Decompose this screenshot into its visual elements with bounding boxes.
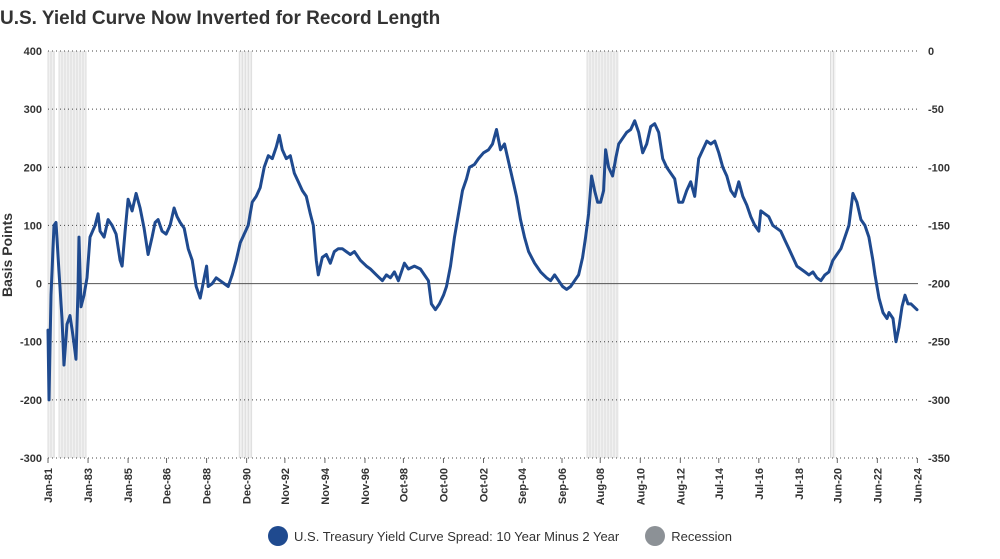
axes [47, 458, 918, 463]
y-tick-label-right: -350 [928, 453, 950, 465]
legend-series-marker [268, 526, 289, 546]
x-tick-label: Jan-81 [43, 468, 55, 503]
x-tick-label: Sep-06 [557, 468, 569, 504]
y-tick-label: 100 [24, 220, 42, 232]
y-axis-label: Basis Points [0, 213, 15, 297]
x-tick-label: Jun-24 [912, 467, 924, 503]
legend-recession-label: Recession [671, 528, 732, 544]
series-layer [46, 119, 919, 402]
y-tick-label: -100 [20, 337, 42, 349]
legend-series-label: U.S. Treasury Yield Curve Spread: 10 Yea… [294, 528, 620, 544]
x-tick-label: Jul-16 [754, 468, 766, 500]
y-tick-label: 300 [24, 104, 42, 116]
y-tick-label-right: -50 [928, 104, 944, 116]
x-tick-label: Dec-90 [242, 468, 254, 504]
x-tick-label: Dec-86 [162, 468, 174, 504]
legend: U.S. Treasury Yield Curve Spread: 10 Yea… [0, 526, 1000, 546]
y-tick-label: -300 [20, 453, 42, 465]
chart-title: U.S. Yield Curve Now Inverted for Record… [0, 8, 441, 29]
y-tick-label-right: -100 [928, 162, 950, 174]
y-tick-label-right: -150 [928, 220, 950, 232]
y-tick-label: 200 [24, 162, 42, 174]
chart-plot: 400 0 300 -50 200 -100 100 -150 0 -200 -100 -250 -20… [0, 46, 950, 505]
x-tick-label: Jan-83 [83, 468, 95, 503]
x-tick-label: Jun-22 [872, 468, 884, 503]
x-tick-label: Nov-92 [280, 468, 292, 505]
tick-labels: 400 0 300 -50 200 -100 100 -150 0 -200 -100 -250 -20… [20, 46, 950, 505]
y-tick-label-right: 0 [928, 46, 934, 58]
x-tick-label: Aug-10 [635, 468, 647, 505]
gridlines [48, 50, 918, 459]
x-tick-label: Aug-08 [595, 468, 607, 505]
x-tick-label: Jul-14 [714, 467, 726, 500]
x-tick-label: Oct-02 [479, 468, 491, 502]
legend-item-series[interactable]: U.S. Treasury Yield Curve Spread: 10 Yea… [268, 526, 619, 546]
x-tick-label: Nov-94 [320, 467, 332, 505]
y-tick-label-right: -200 [928, 279, 950, 291]
legend-item-recession[interactable]: Recession [645, 526, 732, 546]
x-tick-label: Oct-98 [398, 468, 410, 502]
y-tick-label-right: -250 [928, 337, 950, 349]
y-tick-label: 400 [24, 46, 42, 58]
x-tick-label: Aug-12 [675, 468, 687, 505]
recession-bands [47, 51, 836, 458]
recession-band [59, 51, 87, 458]
x-tick-label: Nov-96 [360, 468, 372, 505]
x-tick-label: Jul-18 [794, 468, 806, 500]
x-tick-label: Oct-00 [438, 468, 450, 502]
x-tick-label: Jan-85 [123, 468, 135, 503]
x-tick-label: Sep-04 [517, 467, 529, 504]
legend-recession-marker [645, 526, 666, 546]
series-line [46, 119, 919, 402]
y-tick-label: 0 [36, 279, 42, 291]
x-tick-label: Dec-88 [202, 468, 214, 504]
x-tick-label: Jun-20 [832, 468, 844, 503]
y-tick-label-right: -300 [928, 395, 950, 407]
recession-band [587, 51, 619, 458]
recession-band [239, 51, 253, 458]
recession-band [830, 51, 836, 458]
y-tick-label: -200 [20, 395, 42, 407]
